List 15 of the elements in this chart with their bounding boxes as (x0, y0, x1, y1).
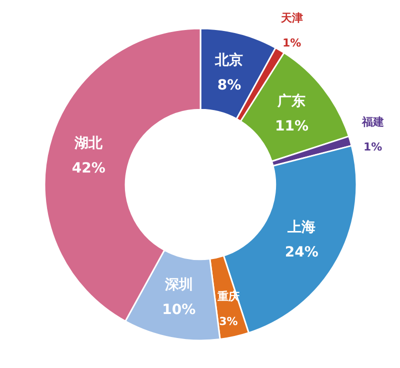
slice-label: 上海 (286, 220, 316, 236)
data-label: 11% (274, 118, 308, 134)
slice-label: 深圳 (164, 277, 193, 294)
data-label: 24% (284, 244, 318, 260)
data-label: 8% (217, 77, 242, 94)
slice-label: 湖北 (74, 135, 104, 152)
data-label: 1% (363, 140, 382, 154)
data-label: 3% (219, 315, 238, 328)
data-label: 10% (162, 302, 196, 318)
slice-label: 天津 (280, 11, 303, 24)
slice-label: 福建 (360, 116, 384, 129)
data-label: 1% (282, 36, 302, 50)
data-label: 42% (72, 160, 106, 176)
slice-label: 广东 (276, 92, 306, 110)
slice-label: 北京 (214, 51, 244, 68)
